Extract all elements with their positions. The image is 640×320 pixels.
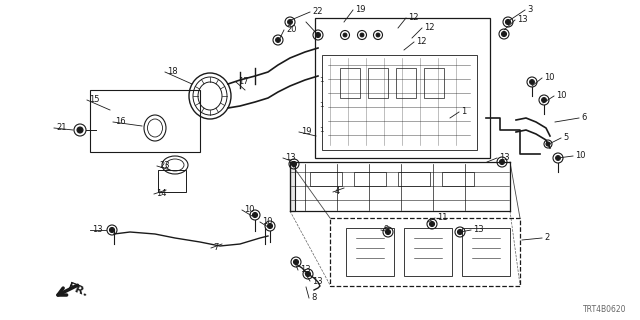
- Circle shape: [316, 33, 321, 37]
- Text: 10: 10: [544, 74, 554, 83]
- Bar: [158, 170, 186, 192]
- Text: 10: 10: [575, 151, 586, 161]
- Bar: [310, 172, 342, 186]
- Polygon shape: [290, 162, 295, 211]
- Bar: [398, 172, 430, 186]
- Text: 13: 13: [300, 266, 310, 275]
- Text: 12: 12: [408, 13, 419, 22]
- Circle shape: [291, 162, 296, 166]
- Circle shape: [376, 33, 380, 37]
- Text: 10: 10: [556, 92, 566, 100]
- Text: 9: 9: [383, 226, 388, 235]
- Text: 12: 12: [416, 37, 426, 46]
- Circle shape: [546, 142, 550, 146]
- Text: 13: 13: [312, 276, 323, 285]
- Text: FR.: FR.: [66, 282, 89, 299]
- Circle shape: [77, 127, 83, 133]
- Text: 13: 13: [473, 226, 484, 235]
- Bar: [322, 55, 477, 150]
- Text: 7: 7: [213, 244, 218, 252]
- Text: TRT4B0620: TRT4B0620: [582, 306, 626, 315]
- Text: 1: 1: [319, 77, 323, 83]
- Text: 21: 21: [56, 124, 67, 132]
- Text: 17: 17: [238, 77, 248, 86]
- Bar: [404, 228, 452, 276]
- Bar: [330, 218, 520, 286]
- Text: 12: 12: [424, 23, 435, 33]
- Text: 1: 1: [319, 127, 323, 133]
- Circle shape: [385, 229, 390, 235]
- Circle shape: [556, 156, 561, 161]
- Text: 20: 20: [286, 26, 296, 35]
- Bar: [442, 172, 474, 186]
- Text: 10: 10: [262, 218, 273, 227]
- Circle shape: [305, 271, 310, 276]
- Bar: [424, 68, 444, 98]
- Bar: [346, 228, 394, 276]
- Text: 5: 5: [563, 133, 568, 142]
- Text: 4: 4: [335, 188, 340, 196]
- Text: 8: 8: [311, 293, 316, 302]
- Text: 6: 6: [581, 114, 586, 123]
- Bar: [368, 68, 388, 98]
- Bar: [354, 172, 386, 186]
- Circle shape: [294, 260, 298, 265]
- Text: 1: 1: [461, 108, 467, 116]
- Circle shape: [109, 228, 115, 233]
- Bar: [340, 68, 360, 98]
- Text: 13: 13: [92, 226, 102, 235]
- Circle shape: [275, 37, 280, 43]
- Circle shape: [541, 98, 547, 102]
- Circle shape: [268, 223, 273, 228]
- Text: 13: 13: [517, 15, 527, 25]
- Text: 15: 15: [89, 95, 99, 105]
- Circle shape: [429, 221, 435, 227]
- Text: 2: 2: [544, 234, 549, 243]
- Text: 11: 11: [437, 213, 447, 222]
- Text: 23: 23: [159, 162, 170, 171]
- Text: 13: 13: [499, 154, 509, 163]
- Circle shape: [499, 159, 504, 164]
- Circle shape: [253, 212, 257, 218]
- Text: 10: 10: [244, 205, 255, 214]
- Circle shape: [529, 79, 534, 84]
- Bar: [315, 18, 490, 158]
- Circle shape: [458, 229, 463, 235]
- Text: 22: 22: [312, 7, 323, 17]
- Text: 1: 1: [319, 102, 323, 108]
- Text: 19: 19: [355, 5, 365, 14]
- Circle shape: [287, 20, 292, 25]
- Text: 19: 19: [301, 127, 312, 137]
- Circle shape: [506, 20, 511, 25]
- Text: 16: 16: [115, 117, 125, 126]
- Text: 13: 13: [285, 154, 296, 163]
- Circle shape: [343, 33, 347, 37]
- Text: 18: 18: [167, 68, 178, 76]
- Bar: [462, 228, 510, 276]
- Text: 3: 3: [527, 5, 532, 14]
- Text: 14: 14: [156, 189, 166, 198]
- Circle shape: [502, 31, 506, 36]
- Circle shape: [360, 33, 364, 37]
- Bar: [396, 68, 416, 98]
